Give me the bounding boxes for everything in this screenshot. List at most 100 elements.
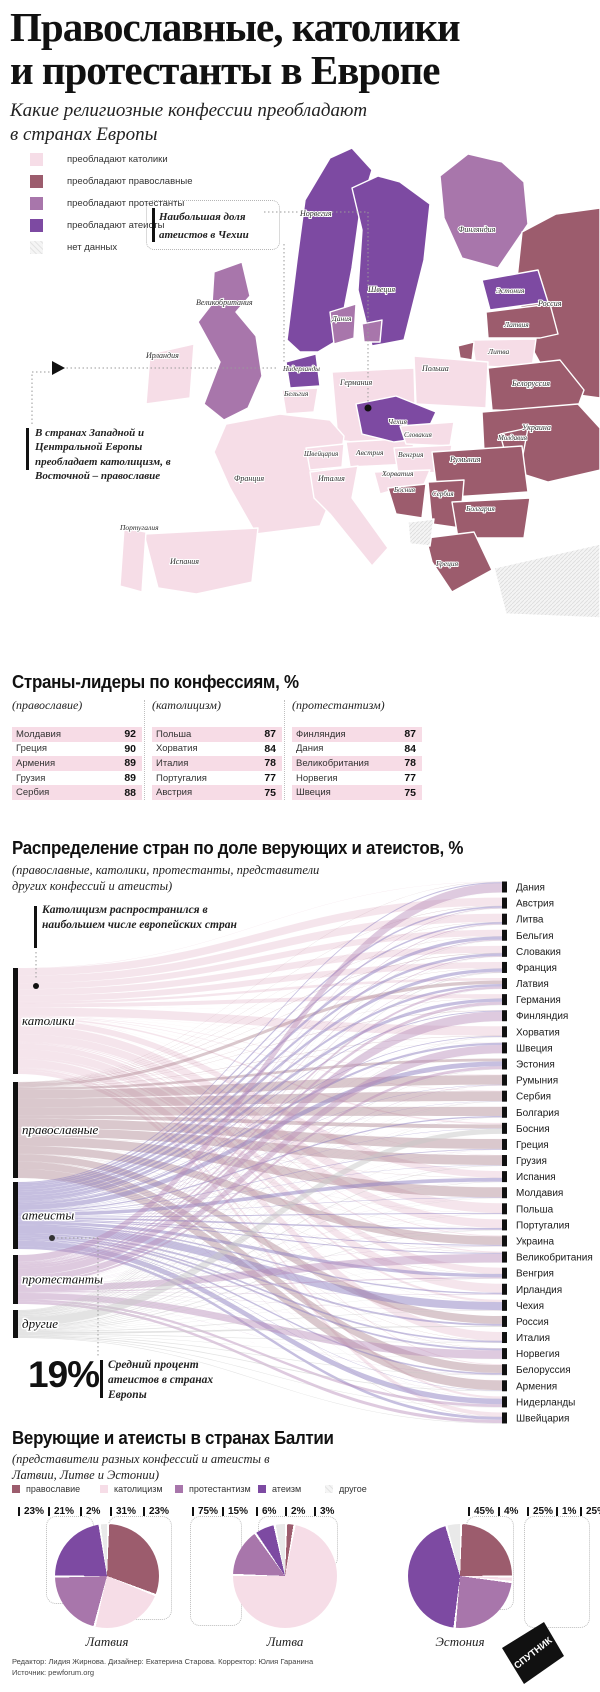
table-row: Португалия 77 (152, 771, 282, 786)
flow-ribbon-orthodox (18, 921, 502, 1083)
map-label-sweden: Швеция (367, 285, 395, 294)
orthodox-swatch-icon (30, 174, 43, 188)
flow-ribbon-catholic (18, 1007, 502, 1036)
flow-title: Распределение стран по доле верующих и а… (12, 838, 464, 858)
pie-tick-Литва-4: 3% (314, 1506, 334, 1517)
map-label-spain: Испания (169, 557, 199, 566)
flow-ribbon-atheist (18, 906, 502, 1185)
flow-ribbon-orthodox (18, 1145, 502, 1213)
flow-ribbon-orthodox (18, 1153, 502, 1274)
pie-chart-0 (55, 1524, 159, 1628)
flow-ribbon-other (18, 1246, 502, 1331)
flow-country-label: Венгрия (516, 1269, 554, 1280)
flow-country-bar (502, 1171, 507, 1183)
map-legend-label: преобладают протестанты (67, 197, 185, 209)
flow-country-label: Финляндия (516, 1011, 568, 1022)
flow-ribbon-other (18, 1149, 502, 1327)
title-line-2: и протестанты в Европе (10, 46, 440, 93)
map-label-portugal: Португалия (119, 523, 159, 532)
flow-ribbon-orthodox (18, 1145, 502, 1228)
flow-ribbon-other (18, 924, 502, 1311)
flow-country-label: Босния (516, 1124, 550, 1135)
flow-country-label: Молдавия (516, 1188, 563, 1199)
flow-ribbon-other (18, 1036, 502, 1315)
tick-value: 1% (562, 1506, 577, 1517)
protestant-swatch-icon (30, 196, 43, 210)
flow-country-bar (502, 1219, 507, 1231)
country-value: 87 (264, 728, 276, 741)
protestant-swatch-icon (175, 1485, 183, 1493)
flow-annotation-bar (34, 906, 37, 948)
country-value: 88 (124, 786, 136, 799)
flow-ribbon-protestant (18, 1299, 502, 1407)
flow-ribbon-catholic (18, 1015, 502, 1043)
map-label-france: Франция (234, 474, 264, 483)
tick-bar-icon (18, 1507, 20, 1516)
flow-ribbon-other (18, 908, 502, 1311)
map-legend-item-atheist: преобладают атеисты (30, 218, 164, 232)
flow-ribbon-protestant (18, 1181, 502, 1285)
tick-bar-icon (285, 1507, 287, 1516)
map-country-finland (439, 153, 529, 269)
flow-ribbon-protestant (18, 1245, 502, 1285)
flow-ribbon-protestant (18, 1293, 502, 1359)
flow-ribbon-atheist (18, 922, 502, 1187)
country-name: Грузия (16, 772, 46, 784)
flow-ribbon-catholic (18, 1057, 502, 1302)
country-value: 90 (124, 742, 136, 755)
baltic-legend-item-catholic: католицизм (100, 1484, 163, 1494)
flow-ribbon-atheist (18, 1061, 502, 1210)
flow-ribbon-protestant (18, 1001, 502, 1269)
flow-ribbon-orthodox (18, 1106, 502, 1116)
czech-leader-line (264, 211, 369, 402)
flow-ribbon-protestant (18, 1299, 502, 1375)
tick-value: 25% (586, 1506, 600, 1517)
baltic-legend-item-orthodox: православие (12, 1484, 80, 1494)
map-label-netherlands: Нидерланды (282, 365, 320, 373)
flow-annotation-text: Католицизм распространился в наибольшем … (42, 904, 237, 931)
flow-ribbon-other (18, 1334, 502, 1360)
map-label-denmark: Дания (331, 314, 352, 323)
flow-ribbon-other (18, 1229, 502, 1330)
religion-country-flow-chart: католики православные атеисты протестанты др… (13, 881, 593, 1424)
flow-node-bar-atheist (13, 1182, 18, 1249)
flow-country-bar (502, 1106, 507, 1118)
country-value: 84 (404, 742, 416, 755)
flow-country-bar (502, 1042, 507, 1054)
flow-country-bar (502, 1058, 507, 1070)
flow-ribbon-catholic (17, 1049, 502, 1293)
country-name: Греция (16, 743, 48, 755)
leaders-column-header: (протестантизм) (292, 698, 385, 712)
annotation-czech: Наибольшая доля атеистов в Чехии (146, 200, 280, 250)
tick-value: 23% (24, 1506, 45, 1517)
flow-ribbon-atheist (18, 1148, 502, 1213)
flow-country-label: Швейцария (516, 1413, 569, 1424)
flow-country-bar (502, 1283, 507, 1295)
map-country-nodata-turkey (493, 543, 600, 619)
flow-node-label-protestant: протестанты (22, 1272, 103, 1287)
flow-country-label: Грузия (516, 1156, 547, 1167)
flow-ribbon-catholic (18, 1018, 502, 1140)
flow-ribbon-orthodox (18, 1154, 502, 1324)
tick-bar-icon (48, 1507, 50, 1516)
flow-ribbon-atheist (18, 1224, 502, 1295)
flow-country-bar (502, 1010, 507, 1022)
flow-ribbon-atheist (18, 1238, 502, 1375)
flow-country-bar (502, 1235, 507, 1247)
map-label-slovakia: Словакия (404, 431, 432, 439)
flow-country-bar (502, 1267, 507, 1279)
pie-tick-Латвия-0: 23% (18, 1506, 44, 1517)
table-row: Хорватия 84 (152, 742, 282, 757)
flow-country-label: Украина (516, 1236, 555, 1247)
map-label-serbia: Сербия (432, 490, 454, 498)
flow-ribbon-catholic (18, 1070, 502, 1417)
tick-value: 15% (228, 1506, 249, 1517)
baltic-legend-label: православие (26, 1484, 81, 1494)
flow-ribbon-other (18, 1310, 502, 1333)
table-row: Сербия 88 (12, 785, 142, 800)
table-row: Великобритания 78 (292, 756, 422, 771)
baltic-legend-label: другое (339, 1484, 367, 1494)
flow-ribbon-other (18, 1325, 502, 1334)
flow-node-bar-other (13, 1310, 18, 1338)
flow-ribbon-other (18, 1333, 502, 1343)
